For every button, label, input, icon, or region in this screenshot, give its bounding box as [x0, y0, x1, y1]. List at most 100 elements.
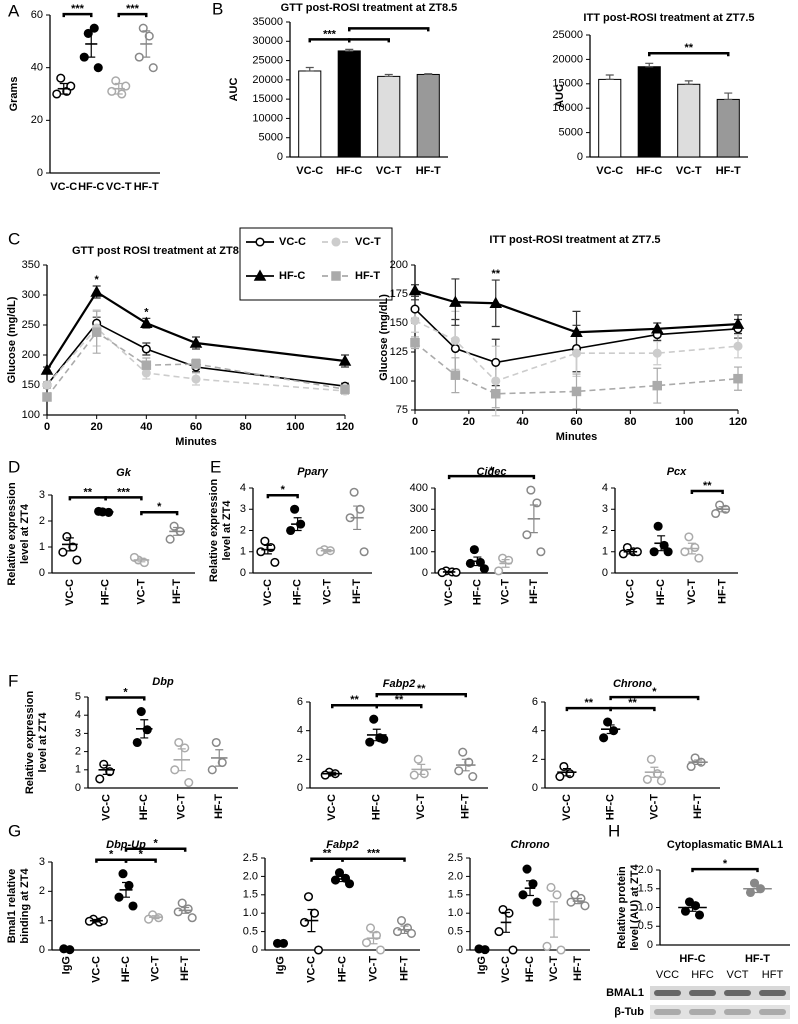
data-point — [650, 322, 664, 334]
significance-label: ** — [684, 42, 693, 54]
data-point — [141, 368, 151, 378]
y-tick-label: 0 — [602, 567, 608, 579]
y-tick-label: 1.5 — [638, 883, 653, 895]
significance-bracket — [62, 12, 93, 18]
y-axis-label: Relative protein — [616, 866, 628, 949]
y-tick-label: 0 — [647, 939, 653, 951]
data-point — [406, 928, 417, 938]
data-point — [140, 316, 153, 328]
data-point — [504, 908, 514, 918]
y-tick-label: 10000 — [252, 112, 283, 124]
data-point — [132, 737, 142, 748]
significance-label: * — [723, 858, 728, 870]
y-tick-label: 175 — [390, 288, 408, 300]
data-point — [458, 747, 468, 757]
panel-label: D — [8, 457, 20, 476]
data-point — [344, 879, 355, 889]
y-tick-label: 4 — [240, 482, 246, 494]
y-tick-label: 20000 — [552, 53, 583, 65]
data-point — [571, 386, 582, 397]
data-point — [361, 938, 372, 948]
annotation: ** — [491, 268, 500, 280]
y-tick-label: 300 — [410, 503, 428, 515]
y-tick-label: 1.0 — [448, 907, 463, 919]
data-point — [184, 777, 194, 788]
data-point — [570, 325, 583, 338]
data-point — [475, 557, 485, 567]
significance-bracket — [124, 847, 187, 852]
significance-label: * — [123, 686, 128, 698]
error-bar — [215, 749, 224, 767]
data-point — [89, 23, 99, 33]
x-tick-label: 40 — [140, 421, 152, 433]
bar — [337, 50, 361, 158]
x-tick-label: VC-C — [50, 181, 77, 193]
y-tick-label: 30000 — [252, 35, 283, 47]
error-bar — [478, 948, 486, 951]
x-tick-label: 80 — [624, 416, 636, 428]
x-tick-label: HF-C — [78, 181, 104, 193]
x-tick-label: HF-C — [120, 956, 132, 982]
error-bar — [562, 768, 571, 777]
data-point — [464, 757, 474, 767]
significance-label: ** — [350, 694, 359, 706]
y-tick-label: 0 — [422, 567, 428, 579]
y-tick-label: 2 — [75, 746, 81, 758]
annotation: * — [144, 306, 149, 318]
series-line — [414, 342, 739, 395]
significance-label: * — [139, 849, 144, 861]
y-tick-label: 1.5 — [243, 889, 258, 901]
error-bar — [263, 544, 272, 555]
error-bar — [684, 80, 693, 85]
data-point — [375, 945, 386, 955]
panel-label: G — [8, 821, 21, 840]
x-tick-label: VC-C — [326, 794, 338, 821]
x-tick-label: 60 — [570, 416, 582, 428]
error-bar — [657, 535, 666, 552]
x-tick-label: VC-T — [176, 794, 188, 820]
data-point — [260, 536, 270, 546]
chart-title: Fabp2 — [383, 678, 415, 690]
bar — [677, 83, 701, 158]
x-tick-label: 120 — [729, 416, 747, 428]
data-point — [694, 910, 705, 920]
significance-label: ** — [628, 697, 637, 709]
data-point — [170, 765, 180, 775]
significance-bracket — [266, 494, 299, 499]
data-point — [174, 737, 184, 748]
error-bar — [605, 74, 614, 81]
error-bar — [62, 948, 71, 951]
y-tick-label: 25000 — [252, 54, 283, 66]
y-tick-label: 350 — [22, 259, 40, 271]
error-bar — [87, 30, 96, 58]
data-point — [141, 344, 151, 354]
x-tick-label: 0 — [412, 416, 418, 428]
blot-band — [724, 990, 751, 996]
error-bar — [372, 728, 381, 742]
error-bar — [753, 884, 762, 894]
error-bar — [501, 559, 510, 568]
data-point — [118, 869, 128, 879]
data-point — [566, 897, 576, 907]
data-point — [349, 487, 359, 497]
y-tick-label: 2.0 — [638, 864, 653, 876]
data-point — [191, 374, 201, 384]
data-point — [99, 759, 109, 769]
series-line — [414, 308, 739, 364]
data-point — [111, 76, 121, 86]
data-point — [290, 504, 300, 514]
data-point — [410, 316, 420, 326]
data-point — [494, 566, 504, 576]
data-point — [522, 530, 532, 540]
x-tick-label: HF-T — [351, 579, 363, 604]
y-axis-label: Relative expression — [24, 691, 36, 795]
data-point — [392, 927, 403, 937]
data-point — [450, 335, 460, 345]
legend-marker — [331, 271, 341, 281]
error-bar — [445, 570, 454, 574]
x-tick-label: VC-T — [135, 579, 147, 605]
y-tick-label: 1 — [39, 541, 45, 553]
significance-label: ** — [417, 683, 426, 695]
error-bar — [177, 748, 186, 772]
